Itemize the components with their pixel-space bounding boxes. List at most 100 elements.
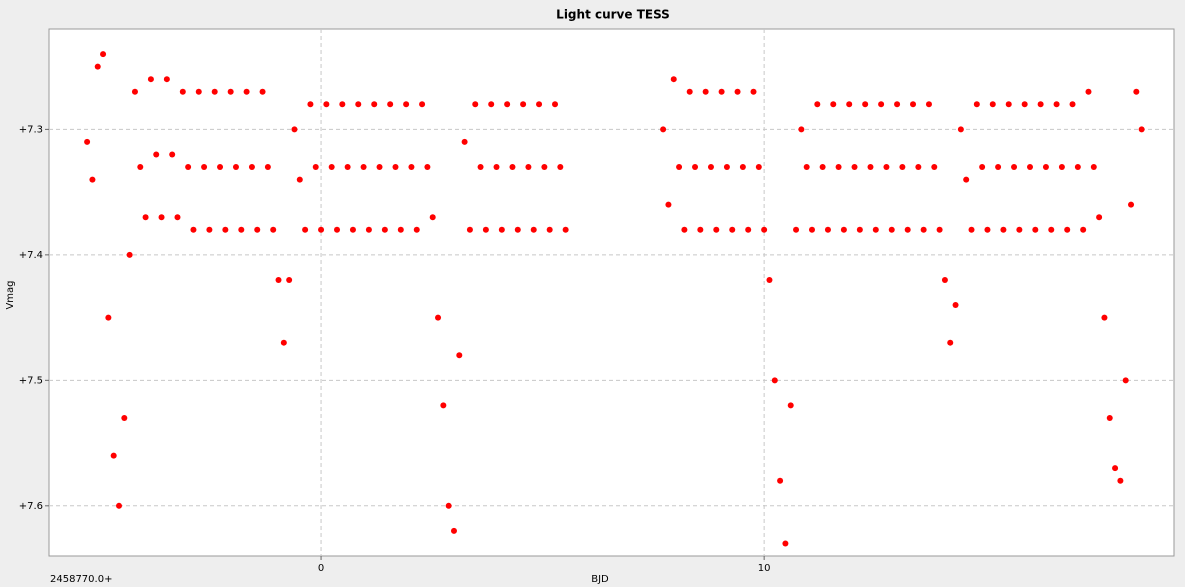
data-point	[824, 226, 831, 233]
data-point	[819, 164, 826, 171]
data-point	[739, 164, 746, 171]
data-point	[1064, 226, 1071, 233]
data-point	[217, 164, 224, 171]
data-point	[131, 88, 138, 95]
data-point	[334, 226, 341, 233]
data-point	[670, 76, 677, 83]
data-point	[440, 402, 447, 409]
data-point	[163, 76, 170, 83]
data-point	[307, 101, 314, 108]
data-point	[676, 164, 683, 171]
data-point	[745, 226, 752, 233]
data-point	[1032, 226, 1039, 233]
data-point	[403, 101, 410, 108]
chart-title: Light curve TESS	[556, 8, 670, 22]
x-offset-note: 2458770.0+	[50, 574, 112, 585]
data-point	[238, 226, 245, 233]
data-point	[702, 88, 709, 95]
data-point	[264, 164, 271, 171]
data-point	[968, 226, 975, 233]
data-point	[520, 101, 527, 108]
data-point	[1026, 164, 1033, 171]
data-point	[846, 101, 853, 108]
data-point	[222, 226, 229, 233]
data-point	[1101, 314, 1108, 321]
data-point	[1085, 88, 1092, 95]
data-point	[1096, 214, 1103, 221]
data-point	[232, 164, 239, 171]
data-point	[349, 226, 356, 233]
data-point	[904, 226, 911, 233]
data-point	[493, 164, 500, 171]
data-point	[1053, 101, 1060, 108]
data-point	[910, 101, 917, 108]
data-point	[248, 164, 255, 171]
data-point	[562, 226, 569, 233]
data-point	[771, 377, 778, 384]
data-point	[174, 214, 181, 221]
data-point	[1138, 126, 1145, 133]
data-point	[185, 164, 192, 171]
data-point	[291, 126, 298, 133]
data-point	[835, 164, 842, 171]
data-point	[488, 101, 495, 108]
data-point	[195, 88, 202, 95]
data-point	[525, 164, 532, 171]
data-point	[482, 226, 489, 233]
data-point	[713, 226, 720, 233]
data-point	[450, 527, 457, 534]
data-point	[275, 276, 282, 283]
data-point	[466, 226, 473, 233]
data-point	[190, 226, 197, 233]
data-point	[1042, 164, 1049, 171]
data-point	[952, 302, 959, 309]
data-point	[339, 101, 346, 108]
data-point	[777, 477, 784, 484]
data-point	[750, 88, 757, 95]
data-point	[995, 164, 1002, 171]
data-point	[328, 164, 335, 171]
data-point	[793, 226, 800, 233]
data-point	[530, 226, 537, 233]
data-point	[153, 151, 160, 158]
x-tick-label: 10	[758, 563, 771, 574]
data-point	[941, 276, 948, 283]
data-point	[94, 63, 101, 70]
data-point	[387, 101, 394, 108]
data-point	[989, 101, 996, 108]
data-point	[504, 101, 511, 108]
data-point	[1069, 101, 1076, 108]
data-point	[381, 226, 388, 233]
data-point	[89, 176, 96, 183]
data-point	[729, 226, 736, 233]
data-point	[472, 101, 479, 108]
data-point	[925, 101, 932, 108]
y-tick-label: +7.4	[19, 250, 43, 261]
data-point	[936, 226, 943, 233]
data-point	[116, 502, 123, 509]
data-point	[723, 164, 730, 171]
data-point	[862, 101, 869, 108]
data-point	[376, 164, 383, 171]
data-point	[979, 164, 986, 171]
data-point	[681, 226, 688, 233]
x-tick-label: 0	[318, 563, 324, 574]
data-point	[498, 226, 505, 233]
data-point	[931, 164, 938, 171]
data-point	[697, 226, 704, 233]
data-point	[142, 214, 149, 221]
data-point	[105, 314, 112, 321]
data-point	[867, 164, 874, 171]
data-point	[1048, 226, 1055, 233]
data-point	[766, 276, 773, 283]
data-point	[973, 101, 980, 108]
data-point	[851, 164, 858, 171]
data-point	[435, 314, 442, 321]
data-point	[761, 226, 768, 233]
data-point	[883, 164, 890, 171]
data-point	[552, 101, 559, 108]
data-point	[1106, 414, 1113, 421]
y-tick-label: +7.3	[19, 124, 43, 135]
data-point	[803, 164, 810, 171]
data-point	[894, 101, 901, 108]
